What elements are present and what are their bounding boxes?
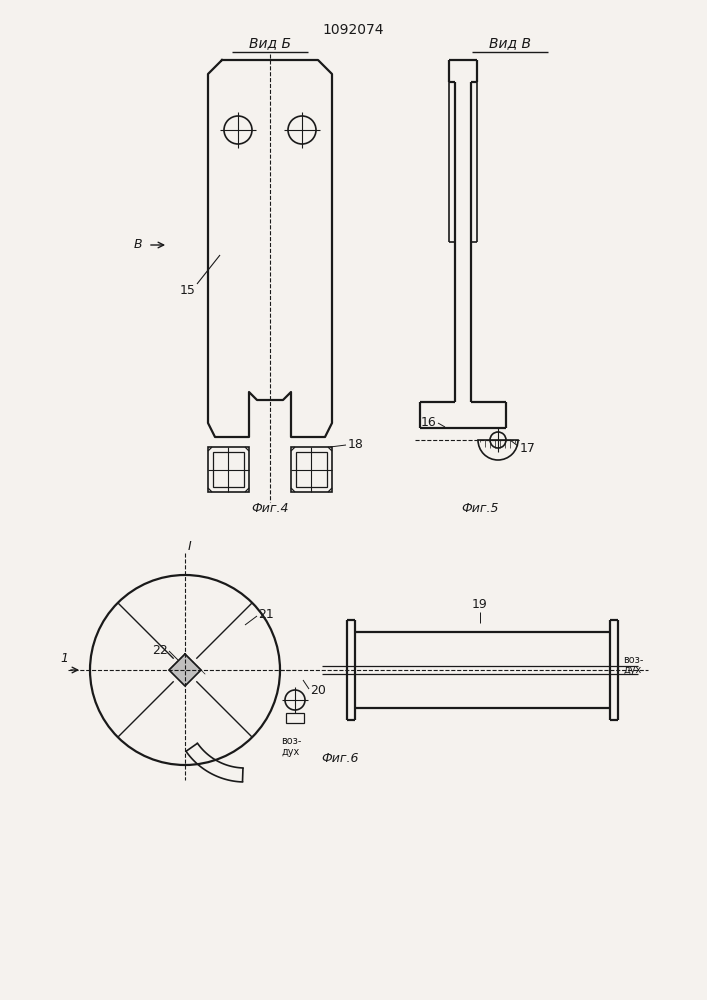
Text: 21: 21 xyxy=(258,608,274,621)
Text: В: В xyxy=(134,238,142,251)
Bar xyxy=(291,447,332,492)
Text: 1: 1 xyxy=(60,652,68,665)
Text: Вид Б: Вид Б xyxy=(249,36,291,50)
Bar xyxy=(286,713,304,723)
Text: воз-
дух: воз- дух xyxy=(281,736,301,757)
Text: 15: 15 xyxy=(180,284,196,296)
Text: Вид В: Вид В xyxy=(489,36,531,50)
Polygon shape xyxy=(169,654,201,686)
Bar xyxy=(213,452,244,487)
Text: Фиг.6: Фиг.6 xyxy=(321,752,358,764)
Text: 18: 18 xyxy=(348,438,364,452)
Text: 22: 22 xyxy=(152,644,168,656)
Bar xyxy=(208,447,249,492)
Bar xyxy=(296,452,327,487)
Text: 16: 16 xyxy=(420,416,436,428)
Text: 17: 17 xyxy=(520,442,536,454)
Text: 20: 20 xyxy=(310,684,326,696)
Text: 1092074: 1092074 xyxy=(322,23,384,37)
Text: Фиг.5: Фиг.5 xyxy=(461,502,498,514)
Text: Фиг.4: Фиг.4 xyxy=(251,502,288,514)
Text: 19: 19 xyxy=(472,598,488,611)
Text: воз-
дух: воз- дух xyxy=(623,655,643,675)
Text: I: I xyxy=(188,540,192,553)
